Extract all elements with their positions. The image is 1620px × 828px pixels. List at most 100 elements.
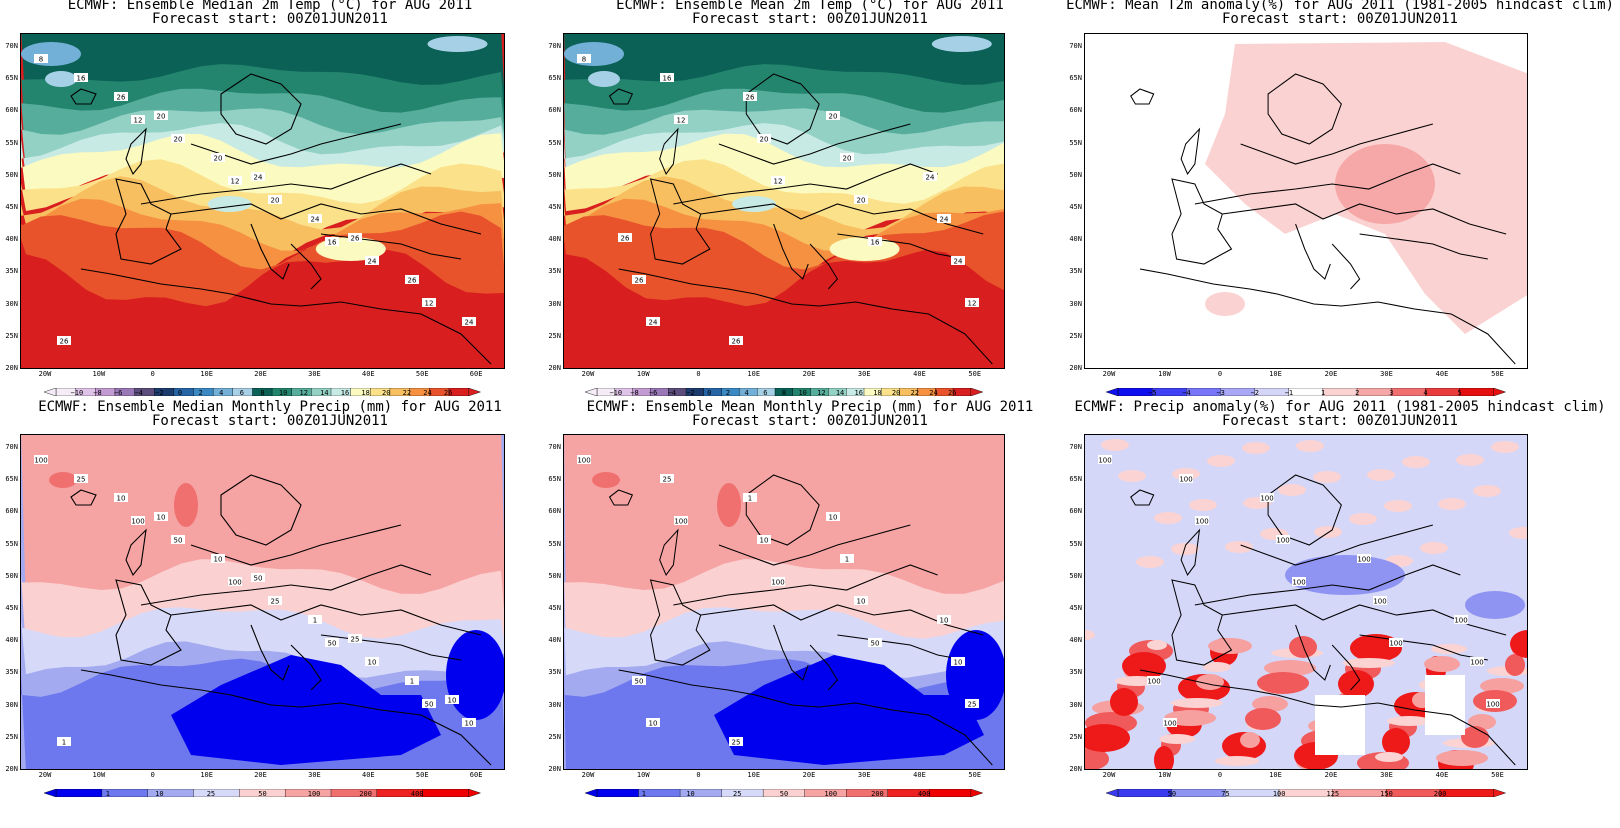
svg-text:16: 16	[328, 239, 337, 247]
temp-map-svg: 8 12 12 16 12 16 20 20 24 24 26 20 24 26 26 20 24 26	[21, 34, 504, 368]
longitude-label: 20W	[1102, 370, 1116, 378]
contour-label: 100	[1292, 577, 1306, 587]
contour-label: 100	[1260, 493, 1274, 503]
contour-label: 100	[577, 455, 591, 465]
latitude-label: 35N	[1069, 668, 1082, 677]
latitude-label: 25N	[5, 732, 18, 741]
colorbar-label: 22	[910, 389, 920, 397]
contour-label: 24	[937, 214, 951, 224]
svg-text:20: 20	[157, 113, 166, 121]
svg-text:100: 100	[1389, 640, 1402, 648]
contour-label: 16	[660, 73, 674, 83]
svg-text:100: 100	[1195, 518, 1208, 526]
longitude-label: 40E	[913, 370, 926, 378]
contour-label: 16	[74, 73, 88, 83]
contour-label: 12	[422, 298, 436, 308]
longitude-label: 0	[696, 370, 701, 378]
colorbar-label: 10	[798, 389, 807, 397]
contour-label: 24	[951, 256, 965, 266]
colorbar-label: 4	[1423, 389, 1428, 397]
latitude-label: 60N	[548, 507, 561, 516]
svg-text:12: 12	[774, 178, 783, 186]
longitude-label: 50E	[415, 370, 429, 378]
longitude-label: 40E	[362, 771, 375, 779]
colorbar-label: −8	[630, 389, 639, 397]
longitude-label: 20W	[1102, 771, 1116, 779]
svg-text:26: 26	[117, 94, 126, 102]
svg-text:12: 12	[134, 117, 143, 125]
colorbar-label: 1	[105, 790, 110, 798]
colorbar-label: 0	[707, 389, 712, 397]
longitude-label: 50E	[968, 771, 982, 779]
svg-text:12: 12	[231, 178, 240, 186]
temp-mean-map: 8 12 12 16 12 16 20 20 24 24 26 20 24 26 26 20 24 26	[563, 33, 1005, 369]
colorbar-label: 75	[1221, 790, 1230, 798]
colorbar-label: 100	[1272, 790, 1286, 798]
contour-label: 20	[211, 153, 225, 163]
contour-label: 1	[840, 554, 854, 564]
longitude-label: 60E	[469, 370, 483, 378]
colorbar-label: −6	[113, 389, 123, 397]
svg-text:20: 20	[843, 155, 852, 163]
contour-label: 10	[646, 718, 660, 728]
longitude-label: 20W	[38, 771, 52, 779]
latitude-label: 65N	[1069, 74, 1082, 83]
precip-median-map: 100 100 100 50 50 25 50 25 10 10 10 10 1 1 1 10 50 25 10	[20, 434, 505, 770]
contour-label: 10	[365, 657, 379, 667]
precip-mean-map: 100 100 100 50 25 25 10 10 10 10 1 1 10 50 25 10	[563, 434, 1005, 770]
colorbar-label: 10	[155, 790, 164, 798]
colorbar-label: 100	[307, 790, 321, 798]
panel-temp-anomaly: ECMWF: Mean T2m anomaly(%) for AUG 2011 …	[1060, 0, 1614, 414]
colorbar-label: 2	[725, 389, 731, 397]
svg-text:26: 26	[60, 338, 69, 346]
latitude-label: 70N	[5, 443, 18, 451]
contour-label: 100	[1373, 596, 1387, 606]
colorbar-swatch	[422, 788, 470, 798]
panel-subtitle: Forecast start: 00Z01JUN2011	[691, 413, 928, 429]
colorbar-label: 26	[443, 389, 453, 397]
colorbar-label: 24	[929, 389, 938, 397]
contour-label: 25	[729, 737, 743, 747]
contour-label: 26	[57, 336, 71, 346]
panel-subtitle: Forecast start: 00Z01JUN2011	[151, 11, 388, 27]
colorbar-label: −4	[1182, 389, 1191, 397]
svg-text:25: 25	[77, 476, 86, 484]
latitude-label: 25N	[5, 331, 18, 340]
latitude-label: 25N	[548, 732, 561, 741]
svg-text:10: 10	[368, 659, 377, 667]
panel-title: ECMWF: Precip anomaly(%) for AUG 2011 (1…	[1074, 399, 1606, 415]
svg-text:10: 10	[117, 495, 126, 503]
contour-label: 1	[405, 676, 419, 686]
longitude-label: 10W	[92, 771, 106, 779]
latitude-label: 50N	[5, 571, 18, 580]
colorbar-label: 4	[744, 389, 749, 397]
contour-label: 26	[632, 275, 646, 285]
latitude-label: 45N	[5, 604, 18, 612]
latitude-label: 50N	[5, 170, 18, 179]
latitude-label: 65N	[1069, 475, 1082, 484]
svg-text:20: 20	[857, 197, 866, 205]
colorbar: 50 75 100 125 150 200	[1105, 782, 1507, 798]
longitude-label: 0	[1217, 370, 1223, 378]
panel-precip-median: ECMWF: Ensemble Median Monthly Precip (m…	[0, 400, 540, 814]
colorbar-label: 26	[947, 389, 957, 397]
svg-text:50: 50	[635, 678, 644, 686]
colorbar-label: 12	[817, 389, 826, 397]
svg-text:100: 100	[1373, 598, 1386, 606]
longitude-label: 40E	[1435, 771, 1449, 779]
contour-label: 10	[826, 512, 840, 522]
svg-text:20: 20	[760, 136, 769, 144]
longitude-label: 20W	[581, 771, 595, 779]
colorbar-label: −2	[155, 389, 164, 397]
contour-label: 10	[114, 493, 128, 503]
contour-label: 100	[131, 516, 145, 526]
colorbar-label: 200	[359, 790, 372, 798]
colorbar: 1 10 25 50 100 200 400	[43, 782, 482, 798]
contour-label: 50	[251, 573, 265, 583]
colorbar-label: 10	[278, 389, 288, 397]
longitude-label: 20E	[802, 771, 816, 779]
latitude-label: 20N	[1069, 765, 1082, 773]
longitude-label: 10W	[92, 370, 106, 378]
contour-label: 20	[268, 195, 282, 205]
latitude-label: 35N	[548, 267, 561, 276]
